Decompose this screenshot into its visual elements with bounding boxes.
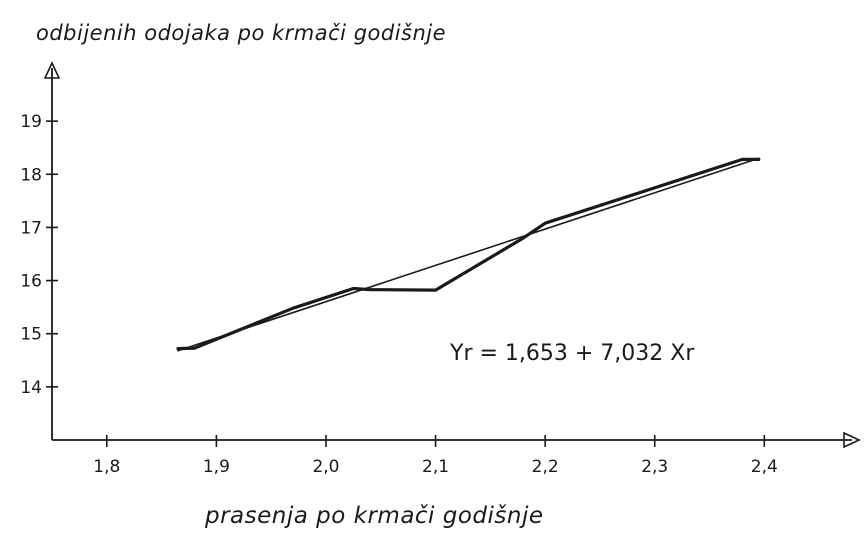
y-tick-label: 19 [20,112,42,132]
y-ticks: 14 15 16 17 18 19 [20,112,58,398]
x-axis-arrow-icon [843,431,861,449]
y-tick-label: 14 [20,378,42,398]
regression-line [177,157,760,352]
x-tick-label: 2,0 [312,457,339,477]
y-axis-title: odbijenih odojaka po krmači godišnje [36,21,446,45]
x-tick-label: 2,3 [641,457,668,477]
y-tick-label: 17 [20,218,42,238]
x-axis-title: prasenja po krmači godišnje [204,503,544,529]
y-axis [43,61,61,440]
y-tick-label: 18 [20,165,42,185]
x-tick-label: 2,1 [422,457,449,477]
x-tick-label: 2,2 [532,457,559,477]
regression-equation: Yr = 1,653 + 7,032 Xr [449,341,695,366]
x-tick-label: 1,8 [93,457,120,477]
y-axis-arrow-icon [43,61,61,79]
x-tick-label: 2,4 [751,457,778,477]
y-tick-label: 16 [20,272,42,292]
x-tick-label: 1,9 [203,457,230,477]
series-layer [176,157,761,352]
y-tick-label: 15 [20,325,42,345]
x-axis [52,431,861,449]
x-ticks: 1,8 1,9 2,0 2,1 2,2 2,3 2,4 [93,435,778,477]
